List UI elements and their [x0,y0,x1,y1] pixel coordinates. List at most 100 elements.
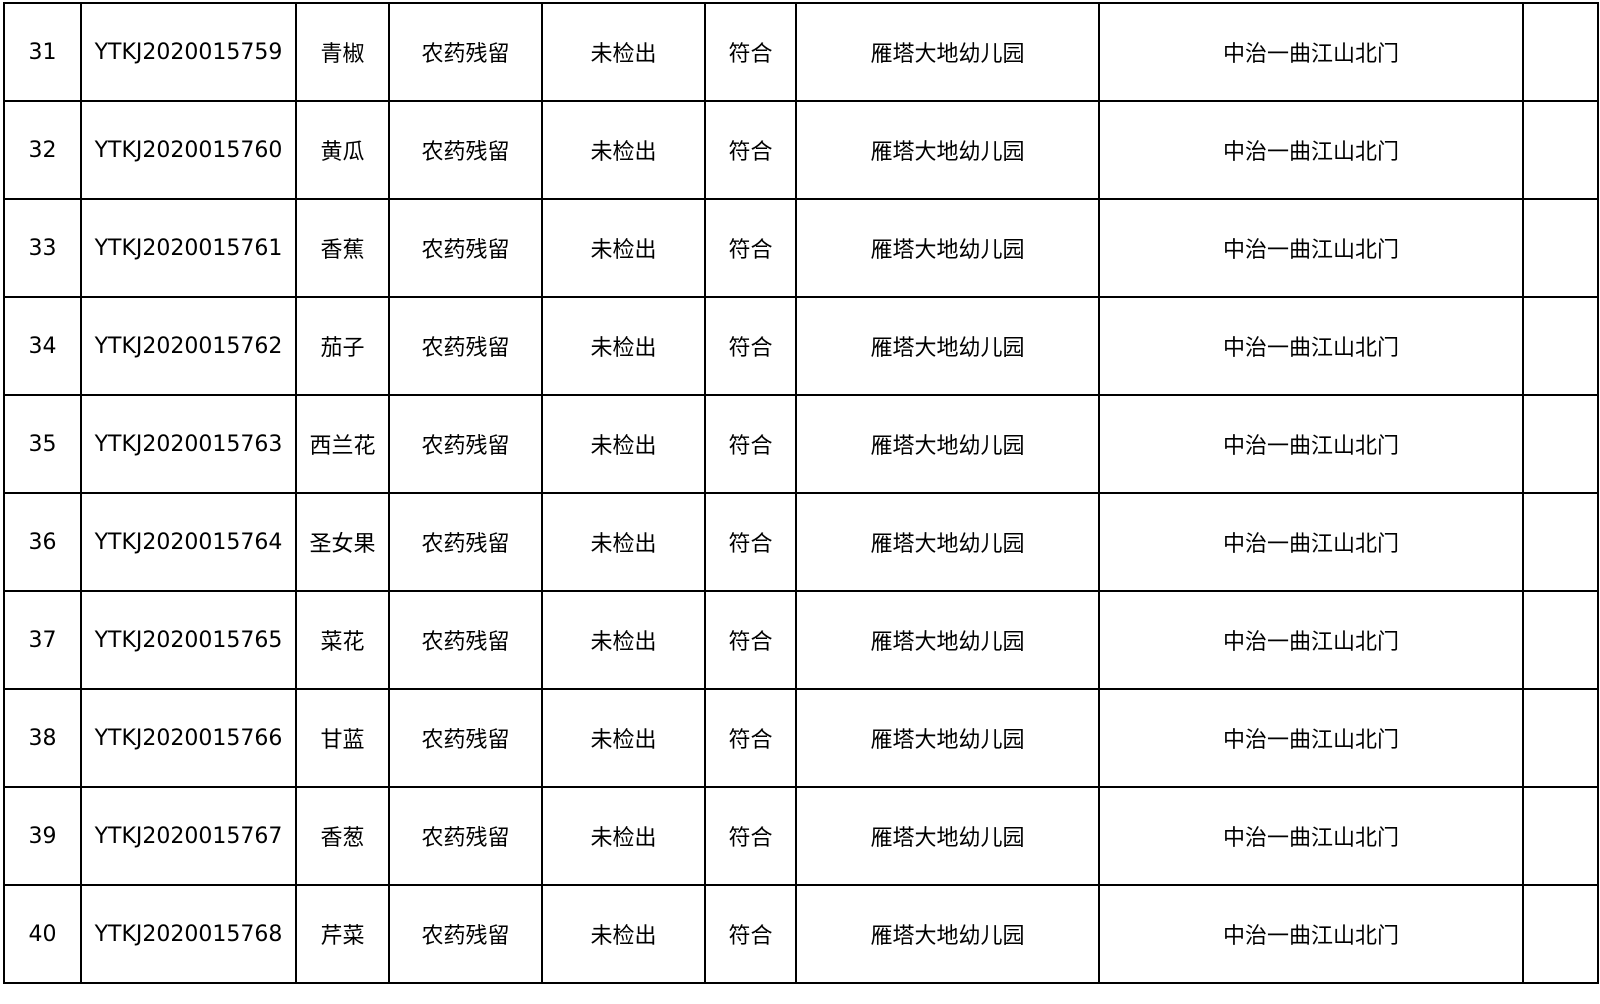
test-item-cell: 农药残留 [388,786,543,886]
row-number-cell: 32 [3,100,82,200]
test-result-cell: 未检出 [541,394,706,494]
remarks-cell [1522,394,1599,494]
sampled-unit-cell: 雁塔大地幼儿园 [795,590,1100,690]
sampling-location-cell: 中治一曲江山北门 [1098,590,1524,690]
table-row: 31 YTKJ2020015759 青椒 农药残留 未检出 符合 雁塔大地幼儿园 中治一曲江山… [3,2,1599,102]
table-row: 37 YTKJ2020015765 菜花 农药残留 未检出 符合 雁塔大地幼儿园 中治一曲江山… [3,590,1599,690]
sample-code-cell: YTKJ2020015767 [80,786,297,886]
sample-code-cell: YTKJ2020015762 [80,296,297,396]
sample-code-cell: YTKJ2020015764 [80,492,297,592]
judgement-cell: 符合 [704,492,797,592]
test-result-cell: 未检出 [541,688,706,788]
sampling-location-cell: 中治一曲江山北门 [1098,2,1524,102]
sampled-unit-cell: 雁塔大地幼儿园 [795,492,1100,592]
test-item-cell: 农药残留 [388,296,543,396]
table-row: 36 YTKJ2020015764 圣女果 农药残留 未检出 符合 雁塔大地幼儿园 中治一曲江… [3,492,1599,592]
sample-code-cell: YTKJ2020015760 [80,100,297,200]
sampling-location-cell: 中治一曲江山北门 [1098,884,1524,984]
judgement-cell: 符合 [704,590,797,690]
remarks-cell [1522,688,1599,788]
sampling-location-cell: 中治一曲江山北门 [1098,492,1524,592]
table-row: 33 YTKJ2020015761 香蕉 农药残留 未检出 符合 雁塔大地幼儿园 中治一曲江山… [3,198,1599,298]
remarks-cell [1522,492,1599,592]
sample-code-cell: YTKJ2020015768 [80,884,297,984]
sample-name-cell: 香葱 [295,786,390,886]
sample-name-cell: 青椒 [295,2,390,102]
sampled-unit-cell: 雁塔大地幼儿园 [795,786,1100,886]
test-item-cell: 农药残留 [388,394,543,494]
sample-name-cell: 圣女果 [295,492,390,592]
sampled-unit-cell: 雁塔大地幼儿园 [795,884,1100,984]
table-row: 34 YTKJ2020015762 茄子 农药残留 未检出 符合 雁塔大地幼儿园 中治一曲江山… [3,296,1599,396]
test-result-cell: 未检出 [541,786,706,886]
row-number-cell: 39 [3,786,82,886]
table-row: 40 YTKJ2020015768 芹菜 农药残留 未检出 符合 雁塔大地幼儿园 中治一曲江山… [3,884,1599,984]
sampled-unit-cell: 雁塔大地幼儿园 [795,688,1100,788]
sampled-unit-cell: 雁塔大地幼儿园 [795,100,1100,200]
sampling-location-cell: 中治一曲江山北门 [1098,688,1524,788]
test-item-cell: 农药残留 [388,2,543,102]
remarks-cell [1522,786,1599,886]
sampling-location-cell: 中治一曲江山北门 [1098,296,1524,396]
judgement-cell: 符合 [704,296,797,396]
judgement-cell: 符合 [704,884,797,984]
row-number-cell: 31 [3,2,82,102]
row-number-cell: 38 [3,688,82,788]
sample-name-cell: 黄瓜 [295,100,390,200]
sampling-location-cell: 中治一曲江山北门 [1098,198,1524,298]
table-row: 39 YTKJ2020015767 香葱 农药残留 未检出 符合 雁塔大地幼儿园 中治一曲江山… [3,786,1599,886]
sample-code-cell: YTKJ2020015761 [80,198,297,298]
remarks-cell [1522,296,1599,396]
test-item-cell: 农药残留 [388,100,543,200]
sampled-unit-cell: 雁塔大地幼儿园 [795,296,1100,396]
judgement-cell: 符合 [704,198,797,298]
remarks-cell [1522,100,1599,200]
sampling-location-cell: 中治一曲江山北门 [1098,786,1524,886]
test-result-cell: 未检出 [541,884,706,984]
test-result-cell: 未检出 [541,590,706,690]
sampling-location-cell: 中治一曲江山北门 [1098,394,1524,494]
sampled-unit-cell: 雁塔大地幼儿园 [795,2,1100,102]
row-number-cell: 40 [3,884,82,984]
test-result-cell: 未检出 [541,2,706,102]
test-result-cell: 未检出 [541,100,706,200]
test-item-cell: 农药残留 [388,590,543,690]
sample-name-cell: 西兰花 [295,394,390,494]
test-result-cell: 未检出 [541,198,706,298]
sampled-unit-cell: 雁塔大地幼儿园 [795,394,1100,494]
test-item-cell: 农药残留 [388,492,543,592]
row-number-cell: 33 [3,198,82,298]
row-number-cell: 34 [3,296,82,396]
sample-code-cell: YTKJ2020015763 [80,394,297,494]
remarks-cell [1522,590,1599,690]
table-row: 35 YTKJ2020015763 西兰花 农药残留 未检出 符合 雁塔大地幼儿园 中治一曲江… [3,394,1599,494]
sampled-unit-cell: 雁塔大地幼儿园 [795,198,1100,298]
sample-code-cell: YTKJ2020015766 [80,688,297,788]
sample-name-cell: 茄子 [295,296,390,396]
judgement-cell: 符合 [704,688,797,788]
test-item-cell: 农药残留 [388,688,543,788]
sample-name-cell: 甘蓝 [295,688,390,788]
sample-name-cell: 菜花 [295,590,390,690]
judgement-cell: 符合 [704,394,797,494]
table-row: 38 YTKJ2020015766 甘蓝 农药残留 未检出 符合 雁塔大地幼儿园 中治一曲江山… [3,688,1599,788]
test-item-cell: 农药残留 [388,198,543,298]
judgement-cell: 符合 [704,100,797,200]
row-number-cell: 35 [3,394,82,494]
test-result-cell: 未检出 [541,296,706,396]
row-number-cell: 37 [3,590,82,690]
judgement-cell: 符合 [704,2,797,102]
sample-code-cell: YTKJ2020015759 [80,2,297,102]
remarks-cell [1522,2,1599,102]
sample-name-cell: 香蕉 [295,198,390,298]
sample-code-cell: YTKJ2020015765 [80,590,297,690]
sample-name-cell: 芹菜 [295,884,390,984]
table-row: 32 YTKJ2020015760 黄瓜 农药残留 未检出 符合 雁塔大地幼儿园 中治一曲江山… [3,100,1599,200]
test-item-cell: 农药残留 [388,884,543,984]
remarks-cell [1522,884,1599,984]
judgement-cell: 符合 [704,786,797,886]
inspection-results-table: 31 YTKJ2020015759 青椒 农药残留 未检出 符合 雁塔大地幼儿园 中治一曲江山… [3,2,1599,984]
row-number-cell: 36 [3,492,82,592]
remarks-cell [1522,198,1599,298]
sampling-location-cell: 中治一曲江山北门 [1098,100,1524,200]
